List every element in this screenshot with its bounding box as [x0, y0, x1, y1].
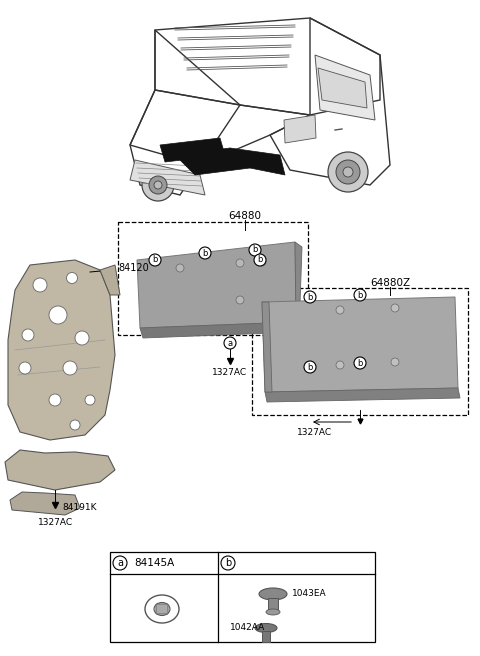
- Circle shape: [249, 244, 261, 256]
- Text: 64880Z: 64880Z: [370, 278, 410, 288]
- Circle shape: [354, 289, 366, 301]
- Polygon shape: [268, 598, 278, 612]
- Circle shape: [22, 329, 34, 341]
- Circle shape: [391, 304, 399, 312]
- Circle shape: [304, 291, 316, 303]
- Text: b: b: [307, 363, 312, 371]
- Circle shape: [236, 259, 244, 267]
- Polygon shape: [262, 302, 272, 392]
- Polygon shape: [5, 450, 115, 490]
- Circle shape: [85, 395, 95, 405]
- Text: 1327AC: 1327AC: [213, 368, 248, 377]
- Circle shape: [221, 556, 235, 570]
- Text: b: b: [357, 291, 363, 300]
- Circle shape: [154, 181, 162, 189]
- Circle shape: [70, 420, 80, 430]
- Circle shape: [343, 167, 353, 177]
- Circle shape: [328, 152, 368, 192]
- Text: a: a: [228, 338, 233, 348]
- Polygon shape: [100, 265, 120, 295]
- Circle shape: [224, 337, 236, 349]
- Ellipse shape: [154, 602, 170, 615]
- Polygon shape: [175, 148, 250, 175]
- Polygon shape: [8, 260, 115, 440]
- FancyBboxPatch shape: [156, 604, 168, 614]
- Polygon shape: [262, 297, 458, 392]
- Text: 1327AC: 1327AC: [38, 518, 73, 527]
- Polygon shape: [230, 148, 285, 175]
- Text: 84191K: 84191K: [62, 502, 96, 512]
- Circle shape: [75, 331, 89, 345]
- Text: b: b: [202, 249, 208, 258]
- Circle shape: [49, 306, 67, 324]
- Circle shape: [336, 306, 344, 314]
- Circle shape: [236, 296, 244, 304]
- Polygon shape: [284, 115, 316, 143]
- Text: 1043EA: 1043EA: [292, 590, 326, 598]
- Ellipse shape: [255, 623, 277, 632]
- Circle shape: [199, 247, 211, 259]
- Circle shape: [142, 169, 174, 201]
- Text: b: b: [357, 358, 363, 367]
- Bar: [118, 222, 308, 335]
- Bar: [252, 288, 468, 415]
- Circle shape: [149, 176, 167, 194]
- Text: a: a: [117, 558, 123, 568]
- Polygon shape: [262, 631, 270, 642]
- Circle shape: [336, 160, 360, 184]
- Circle shape: [336, 361, 344, 369]
- Text: b: b: [307, 293, 312, 302]
- Text: b: b: [257, 255, 263, 264]
- Text: 64880: 64880: [228, 211, 262, 221]
- Circle shape: [304, 361, 316, 373]
- Circle shape: [149, 254, 161, 266]
- Circle shape: [63, 361, 77, 375]
- Text: b: b: [152, 255, 158, 264]
- Ellipse shape: [259, 588, 287, 600]
- Text: b: b: [252, 245, 258, 255]
- Polygon shape: [295, 242, 302, 332]
- Circle shape: [113, 556, 127, 570]
- Polygon shape: [265, 388, 460, 402]
- Text: 1042AA: 1042AA: [230, 623, 265, 632]
- Polygon shape: [315, 55, 375, 120]
- Ellipse shape: [266, 609, 280, 615]
- Bar: [110, 552, 375, 642]
- Circle shape: [258, 258, 266, 266]
- Polygon shape: [10, 492, 80, 515]
- Circle shape: [33, 278, 47, 292]
- Circle shape: [254, 254, 266, 266]
- Text: b: b: [225, 558, 231, 568]
- Polygon shape: [137, 242, 296, 328]
- Circle shape: [19, 362, 31, 374]
- Polygon shape: [160, 138, 225, 162]
- Text: 1327AC: 1327AC: [298, 428, 333, 437]
- Polygon shape: [140, 322, 299, 338]
- Text: 84145A: 84145A: [134, 558, 174, 568]
- Text: 84120: 84120: [118, 263, 149, 273]
- Circle shape: [176, 264, 184, 272]
- Circle shape: [49, 394, 61, 406]
- Circle shape: [67, 272, 77, 283]
- Circle shape: [354, 357, 366, 369]
- Polygon shape: [318, 68, 367, 108]
- Polygon shape: [130, 160, 205, 195]
- Circle shape: [391, 358, 399, 366]
